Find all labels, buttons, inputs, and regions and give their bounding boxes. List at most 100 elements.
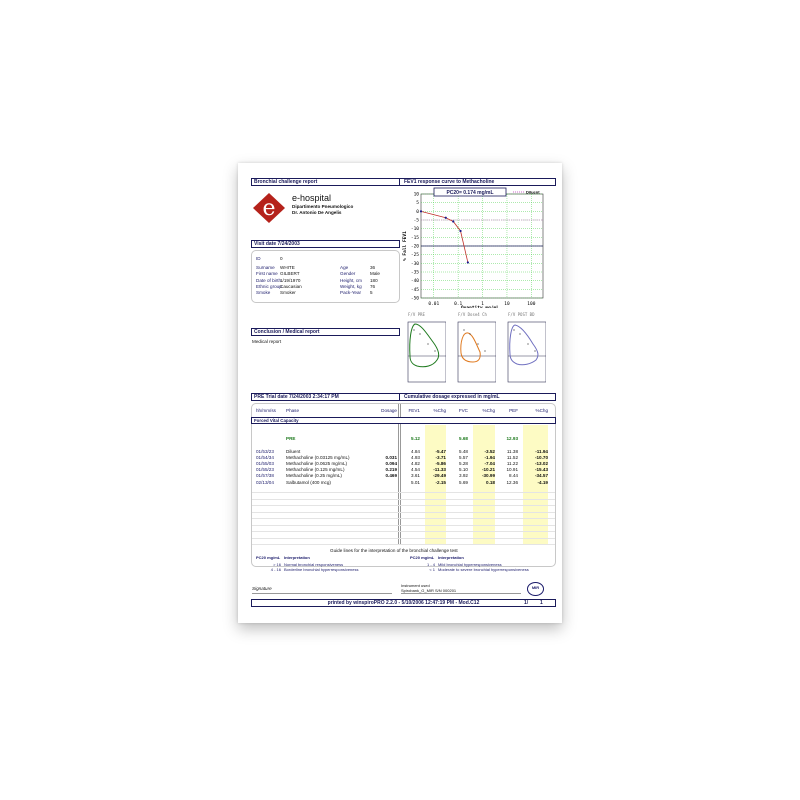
row-divider [252, 492, 555, 493]
instrument-label: Instrument used [401, 583, 430, 588]
guide-range: > 16 [273, 562, 281, 567]
table-cell: 5.48 [459, 449, 468, 454]
svg-text:e: e [262, 196, 275, 221]
table-cell: -11.94 [535, 449, 548, 454]
loop-title: F/V PRE [408, 312, 425, 317]
field-value: 180 [370, 277, 378, 283]
table-cell: 02/13/04 [256, 479, 274, 485]
field-label: Date of birth [256, 277, 282, 283]
y-tick-label: 10 [414, 192, 420, 198]
hospital-name: e-hospital [292, 193, 332, 203]
table-cell: -5.86 [435, 461, 446, 467]
fev1-response-chart: 10 5 0 -5 -10 -15 -20 -25 -30 -35 -40 -45 -50 0.01 0.1… [402, 187, 544, 308]
table-cell: -10.70 [534, 455, 548, 461]
guide-title: Guide lines for the interpretation of th… [330, 548, 458, 553]
y-tick-label: -5 [414, 218, 420, 224]
table-cell: Methacholine (0.03125 mg/mL) [286, 455, 350, 461]
field-label: Pack-Year [340, 290, 362, 296]
signature-label: Signature [252, 586, 272, 591]
table-cell: 3.92 [459, 473, 468, 479]
loop-title: F/V POST BD [508, 312, 535, 317]
table-cell: 5.12 [411, 436, 420, 441]
table-cell: Phase [286, 408, 300, 413]
field-label: Gender [340, 271, 356, 277]
id-label: ID [256, 256, 261, 261]
report-title: Bronchial challenge report [251, 178, 400, 186]
table-cell: 5.69 [459, 479, 468, 485]
y-tick-label: -30 [411, 261, 419, 267]
x-tick-label: 0.01 [428, 301, 439, 307]
table-cell: Methacholine (0.25 mg/mL) [286, 473, 342, 479]
field-label: First name [256, 271, 278, 277]
y-tick-label: -15 [411, 235, 419, 241]
field-value: 36 [370, 265, 376, 270]
row-divider [252, 511, 555, 513]
x-tick-label: 10 [504, 301, 510, 307]
y-tick-label: -45 [411, 287, 419, 293]
table-cell: -34.57 [534, 473, 548, 479]
dosage-note: Cumulative dosage expressed in mg/mL [399, 393, 556, 401]
field-label: Age [340, 265, 349, 270]
id-value: 0 [280, 256, 283, 261]
field-value: 5 [370, 290, 373, 296]
pc20-value: PC20= 0.174 mg/mL [446, 190, 493, 196]
x-tick-label: 0.1 [454, 301, 462, 307]
table-cell: FEV1 [408, 408, 421, 413]
printed-by: printed by winspiroPRO 2.2.0 - 5/10/2006… [327, 600, 480, 606]
data-point [459, 229, 462, 233]
page-number: 1/ [524, 600, 529, 606]
trial-title: PRE Trial date 7/24/2003 2:34:17 PM [251, 393, 400, 401]
x-tick-label: 100 [527, 301, 535, 307]
field-label: Smoke [256, 290, 271, 296]
table-cell: 4.84 [411, 449, 420, 454]
y-tick-label: 5 [416, 200, 419, 206]
footer-bar: printed by winspiroPRO 2.2.0 - 5/10/2006… [251, 599, 556, 607]
table-cell: 11.38 [506, 449, 518, 454]
field-value: WHITE [280, 265, 295, 270]
flow-volume-loop [407, 321, 446, 383]
x-tick-label: 1 [481, 301, 484, 307]
table-cell: 01/54/34 [256, 455, 274, 461]
guide-header-pc20: PC20 mg/mL [410, 555, 435, 560]
guide-interpretation: Mild bronchial hyperresponsiveness [438, 562, 502, 567]
table-cell: 01/55/23 [256, 467, 274, 473]
row-divider [252, 531, 555, 532]
table-cell: Methacholine (0.125 mg/mL) [286, 467, 345, 473]
conclusion-title: Conclusion / Medical report [251, 328, 400, 336]
page-count: 1 [540, 600, 543, 606]
section-forced-vital-capacity: Forced Vital Capacity [251, 417, 556, 424]
table-cell: -1.94 [484, 455, 495, 461]
table-cell: 0.219 [385, 467, 398, 473]
guide-header-interpretation: Interpretation [438, 555, 464, 560]
table-cell: 4.54 [411, 467, 420, 473]
table-cell: Salbutamol (400 mcg) [286, 479, 331, 485]
table-cell: 12.93 [506, 436, 519, 441]
table-cell: 0.031 [385, 455, 398, 461]
table-cell: 5.28 [459, 461, 468, 467]
table-cell: -13.02 [534, 461, 548, 467]
x-axis-label: Quantity mg/mL [461, 305, 499, 308]
guide-interpretation: Moderate to severe bronchial hyperrespon… [438, 567, 529, 572]
table-cell: -3.52 [484, 449, 495, 454]
y-tick-label: 0 [416, 209, 419, 215]
table-cell: -15.43 [534, 467, 548, 473]
table-cell: 01/57/38 [256, 473, 274, 479]
table-cell: 4.82 [411, 461, 420, 467]
table-cell: %Chg [482, 408, 495, 413]
y-tick-label: -50 [411, 296, 419, 302]
row-divider [252, 544, 555, 545]
row-divider [252, 518, 555, 519]
flow-volume-loop [457, 321, 496, 383]
y-tick-label: -10 [411, 226, 419, 232]
loop-title: F/V Dose4 Ch [458, 312, 487, 317]
table-cell: PRE [286, 436, 296, 441]
y-axis-label: % Fall FEV1 [402, 231, 408, 261]
instrument: Spirobank_G_MIR S/N 000201 [401, 588, 457, 593]
data-point [466, 261, 469, 264]
y-tick-label: -40 [411, 278, 419, 284]
table-cell: -11.33 [433, 467, 446, 473]
table-cell: 10.91 [506, 467, 519, 473]
table-cell: 8.44 [509, 473, 518, 479]
table-cell: 11.22 [506, 461, 518, 467]
table-cell: Diluent [286, 449, 301, 454]
